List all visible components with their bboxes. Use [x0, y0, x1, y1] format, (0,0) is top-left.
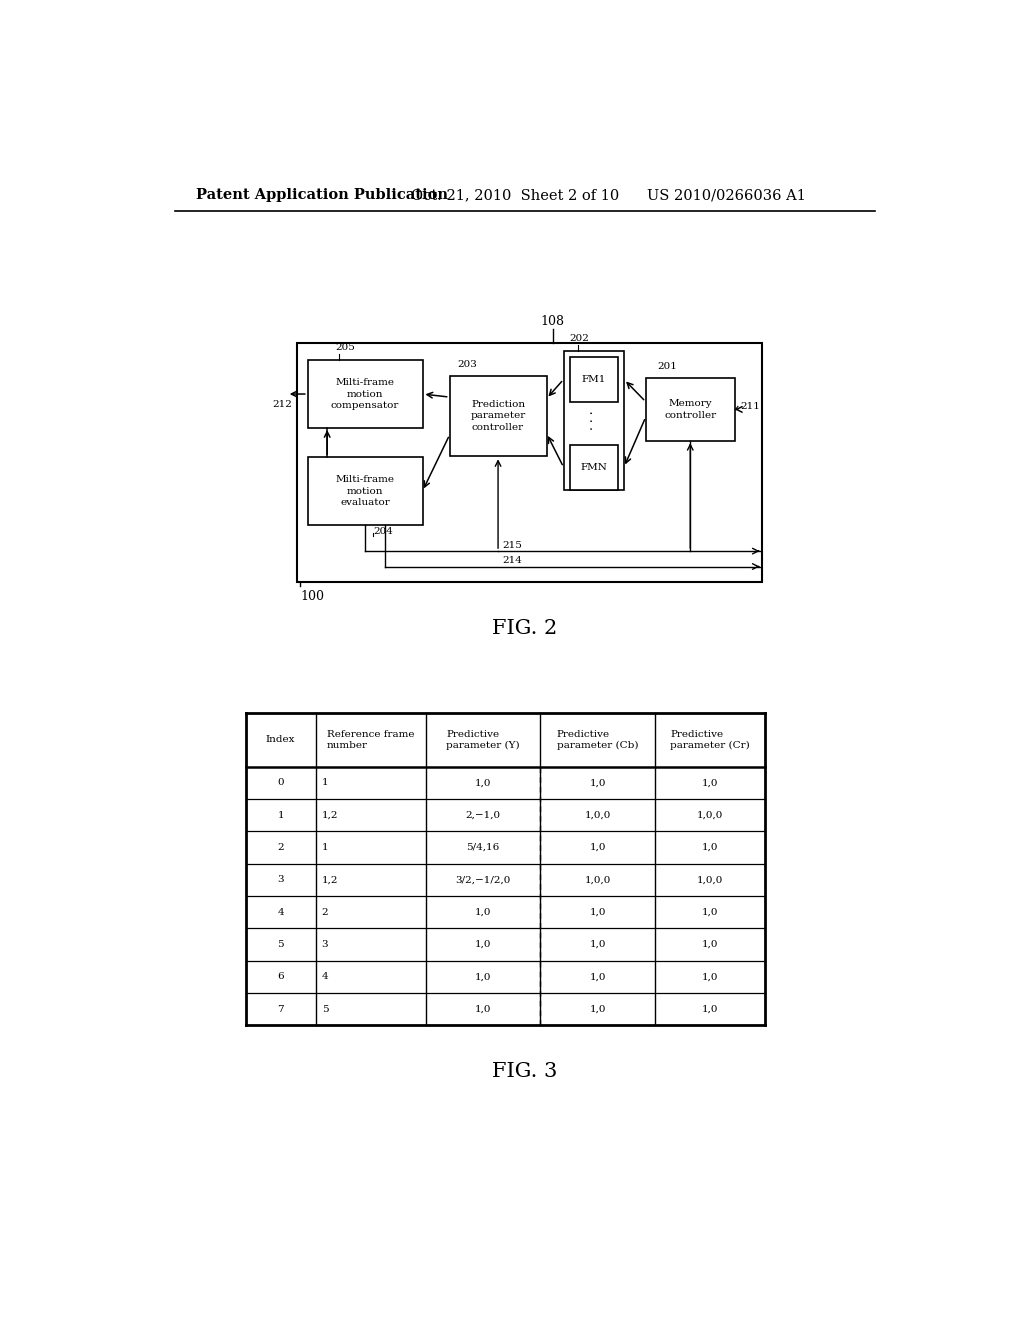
Text: 202: 202 — [569, 334, 590, 343]
Bar — [569, 358, 617, 401]
Text: 5: 5 — [322, 1005, 329, 1014]
Text: 1,0: 1,0 — [701, 843, 718, 851]
Text: 3: 3 — [278, 875, 284, 884]
Text: · · ·: · · · — [588, 411, 600, 430]
Text: 211: 211 — [740, 401, 760, 411]
Text: Prediction
parameter
controller: Prediction parameter controller — [470, 400, 525, 432]
Text: 215: 215 — [502, 541, 522, 549]
Bar — [308, 457, 423, 525]
Text: 1,2: 1,2 — [322, 875, 338, 884]
Text: 3: 3 — [322, 940, 329, 949]
Text: 1,0: 1,0 — [701, 1005, 718, 1014]
Bar — [563, 351, 624, 490]
Text: 2: 2 — [322, 908, 329, 916]
Text: Predictive
parameter (Cr): Predictive parameter (Cr) — [670, 730, 750, 750]
Text: 5: 5 — [278, 940, 284, 949]
Text: US 2010/0266036 A1: US 2010/0266036 A1 — [647, 189, 806, 202]
Text: 1,0,0: 1,0,0 — [585, 875, 611, 884]
Bar — [569, 445, 617, 490]
Text: 1,0: 1,0 — [590, 940, 606, 949]
Text: 212: 212 — [272, 400, 292, 409]
Text: 1,0: 1,0 — [475, 1005, 492, 1014]
Text: 1,0: 1,0 — [701, 908, 718, 916]
Text: 1,0: 1,0 — [590, 779, 606, 787]
Text: Milti-frame
motion
compensator: Milti-frame motion compensator — [331, 378, 399, 411]
Text: 1,0: 1,0 — [590, 1005, 606, 1014]
Text: Memory
controller: Memory controller — [665, 399, 717, 420]
Text: 2,−1,0: 2,−1,0 — [465, 810, 501, 820]
Text: 108: 108 — [541, 314, 564, 327]
Text: 214: 214 — [502, 556, 522, 565]
Text: 205: 205 — [336, 343, 355, 352]
Bar — [297, 343, 762, 582]
Text: Milti-frame
motion
evaluator: Milti-frame motion evaluator — [336, 475, 394, 507]
Text: 2: 2 — [278, 843, 284, 851]
Text: 0: 0 — [278, 779, 284, 787]
Text: 4: 4 — [322, 973, 329, 981]
Text: 1,0: 1,0 — [701, 940, 718, 949]
Text: 4: 4 — [278, 908, 284, 916]
Text: 1,0,0: 1,0,0 — [697, 875, 723, 884]
Text: 7: 7 — [278, 1005, 284, 1014]
Text: FIG. 3: FIG. 3 — [493, 1063, 557, 1081]
Text: Predictive
parameter (Y): Predictive parameter (Y) — [446, 730, 520, 750]
Text: 1: 1 — [322, 843, 329, 851]
Text: 1,0,0: 1,0,0 — [697, 810, 723, 820]
Text: 100: 100 — [301, 590, 325, 603]
Text: 1,0: 1,0 — [590, 843, 606, 851]
Text: Oct. 21, 2010  Sheet 2 of 10: Oct. 21, 2010 Sheet 2 of 10 — [411, 189, 620, 202]
Text: FIG. 2: FIG. 2 — [493, 619, 557, 638]
Text: 1,0: 1,0 — [475, 779, 492, 787]
Text: 1,0: 1,0 — [475, 908, 492, 916]
Text: 5/4,16: 5/4,16 — [466, 843, 500, 851]
Text: 1,0: 1,0 — [475, 973, 492, 981]
Text: FM1: FM1 — [582, 375, 606, 384]
Text: 1,0: 1,0 — [475, 940, 492, 949]
Bar — [308, 360, 423, 428]
Text: Index: Index — [266, 735, 296, 744]
Text: 203: 203 — [458, 360, 477, 370]
Text: 1: 1 — [322, 779, 329, 787]
Text: 1,0: 1,0 — [590, 973, 606, 981]
Text: 201: 201 — [657, 362, 677, 371]
Text: 1,0: 1,0 — [590, 908, 606, 916]
Text: 204: 204 — [373, 527, 393, 536]
Text: 3/2,−1/2,0: 3/2,−1/2,0 — [456, 875, 511, 884]
Text: Patent Application Publication: Patent Application Publication — [197, 189, 449, 202]
Text: 1,0: 1,0 — [701, 779, 718, 787]
Text: Predictive
parameter (Cb): Predictive parameter (Cb) — [557, 730, 638, 750]
Text: Reference frame
number: Reference frame number — [327, 730, 415, 750]
Text: 1,0: 1,0 — [701, 973, 718, 981]
Text: FMN: FMN — [581, 463, 607, 471]
Text: 6: 6 — [278, 973, 284, 981]
Bar — [450, 376, 547, 457]
Text: 1,2: 1,2 — [322, 810, 338, 820]
Text: 1,0,0: 1,0,0 — [585, 810, 611, 820]
Text: 1: 1 — [278, 810, 284, 820]
Bar — [646, 378, 735, 441]
